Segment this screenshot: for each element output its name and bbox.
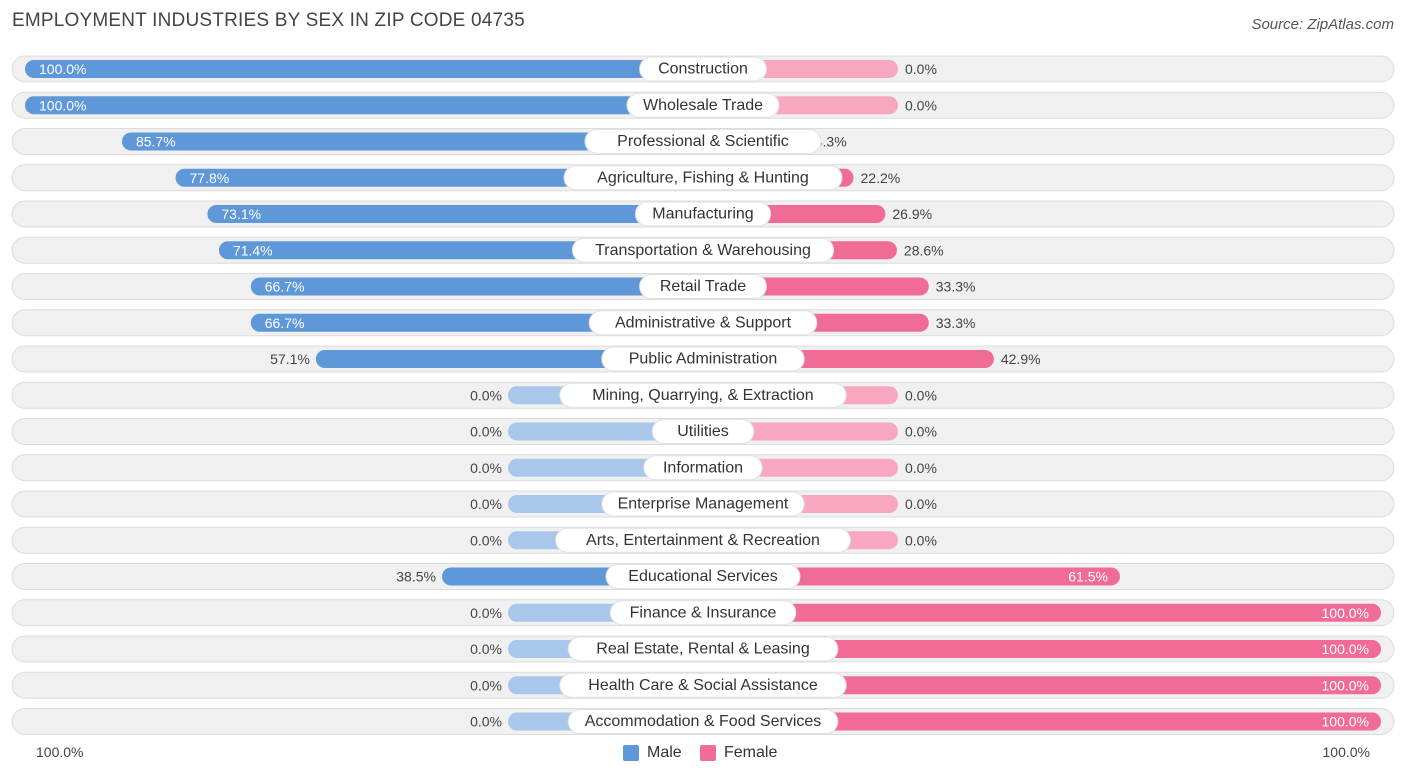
- category-label: Finance & Insurance: [630, 604, 777, 621]
- category-label: Public Administration: [629, 351, 778, 368]
- male-bar: [25, 60, 703, 78]
- category-label: Manufacturing: [652, 206, 753, 223]
- female-value-label: 0.0%: [905, 532, 937, 548]
- axis-left-label: 100.0%: [36, 744, 84, 760]
- category-label: Accommodation & Food Services: [585, 713, 822, 730]
- male-value-label: 0.0%: [470, 641, 502, 657]
- male-value-label: 66.7%: [265, 279, 305, 295]
- category-label-bg: [559, 382, 847, 408]
- category-label: Agriculture, Fishing & Hunting: [597, 169, 809, 186]
- female-bar: [703, 712, 1381, 731]
- male-bar: [250, 277, 704, 296]
- male-value-label: 71.4%: [233, 242, 273, 258]
- category-label-bg: [584, 129, 822, 154]
- female-value-label: 100.0%: [1322, 714, 1369, 730]
- male-value-label: 100.0%: [39, 61, 86, 77]
- category-label-bg: [559, 672, 847, 698]
- category-label-bg: [588, 310, 818, 336]
- male-value-label: 85.7%: [136, 134, 176, 150]
- female-bar: [703, 603, 1381, 622]
- category-label-bg: [571, 237, 835, 263]
- category-label: Utilities: [677, 423, 729, 440]
- category-label-bg: [563, 165, 843, 191]
- male-value-label: 0.0%: [470, 424, 502, 440]
- category-label-bg: [601, 346, 805, 372]
- chart-title: EMPLOYMENT INDUSTRIES BY SEX IN ZIP CODE…: [12, 10, 525, 31]
- legend-swatch-female: [700, 745, 716, 761]
- female-value-label: 61.5%: [1068, 569, 1108, 585]
- category-label-bg: [634, 201, 772, 227]
- male-bar: [25, 96, 703, 115]
- female-bar: [703, 640, 1381, 658]
- category-label: Construction: [658, 61, 748, 78]
- male-value-label: 66.7%: [265, 315, 305, 331]
- legend-label-male: Male: [647, 744, 682, 761]
- male-value-label: 73.1%: [221, 206, 261, 222]
- category-label-bg: [626, 92, 780, 118]
- category-label-bg: [639, 274, 767, 299]
- female-value-label: 0.0%: [905, 460, 937, 476]
- category-label: Arts, Entertainment & Recreation: [586, 532, 820, 549]
- female-value-label: 0.0%: [905, 387, 937, 403]
- female-value-label: 22.2%: [861, 170, 901, 186]
- legend-item-female: Female: [700, 744, 777, 762]
- category-label-bg: [555, 527, 851, 553]
- female-value-label: 33.3%: [936, 315, 976, 331]
- male-value-label: 0.0%: [470, 496, 502, 512]
- category-label-bg: [651, 419, 755, 444]
- female-value-label: 33.3%: [936, 279, 976, 295]
- male-value-label: 100.0%: [39, 97, 86, 113]
- female-value-label: 100.0%: [1322, 641, 1369, 657]
- category-label: Administrative & Support: [615, 314, 792, 331]
- male-value-label: 38.5%: [396, 569, 436, 585]
- axis-right-label: 100.0%: [1322, 744, 1370, 760]
- female-value-label: 28.6%: [904, 242, 944, 258]
- category-label: Wholesale Trade: [643, 97, 763, 114]
- female-value-label: 0.0%: [905, 97, 937, 113]
- category-label-bg: [643, 455, 763, 481]
- category-label: Real Estate, Rental & Leasing: [596, 641, 809, 658]
- chart-svg: 100.0% 0.0% Construction 100.0% 0.0% Wholesal…: [11, 55, 1395, 735]
- female-value-label: 0.0%: [905, 424, 937, 440]
- male-value-label: 0.0%: [470, 532, 502, 548]
- category-label: Transportation & Warehousing: [595, 242, 811, 259]
- category-label: Retail Trade: [660, 278, 746, 295]
- source-label: Source: ZipAtlas.com: [1251, 16, 1394, 33]
- category-label: Mining, Quarrying, & Extraction: [592, 387, 813, 404]
- female-value-label: 0.0%: [905, 496, 937, 512]
- male-value-label: 0.0%: [470, 605, 502, 621]
- female-bar: [703, 567, 1120, 586]
- male-value-label: 77.8%: [190, 170, 230, 186]
- category-label-bg: [605, 564, 801, 589]
- male-bar: [207, 205, 703, 223]
- category-label-bg: [609, 600, 797, 626]
- female-bar: [703, 676, 1381, 695]
- legend: Male Female: [0, 742, 1406, 764]
- legend-swatch-male: [623, 745, 639, 761]
- legend-item-male: Male: [623, 744, 682, 762]
- category-label: Educational Services: [628, 568, 777, 585]
- category-label-bg: [567, 709, 839, 734]
- male-value-label: 0.0%: [470, 387, 502, 403]
- male-value-label: 57.1%: [270, 351, 310, 367]
- female-value-label: 100.0%: [1322, 605, 1369, 621]
- female-value-label: 42.9%: [1001, 351, 1041, 367]
- legend-label-female: Female: [724, 744, 778, 761]
- male-value-label: 0.0%: [470, 677, 502, 693]
- male-bar: [121, 132, 704, 151]
- category-label-bg: [601, 491, 805, 517]
- female-value-label: 0.0%: [905, 61, 937, 77]
- category-label: Information: [663, 459, 743, 476]
- category-label-bg: [567, 636, 839, 662]
- male-value-label: 0.0%: [470, 460, 502, 476]
- category-label: Enterprise Management: [618, 496, 789, 513]
- female-value-label: 100.0%: [1322, 677, 1369, 693]
- male-value-label: 0.0%: [470, 714, 502, 730]
- female-value-label: 26.9%: [892, 206, 932, 222]
- category-label: Health Care & Social Assistance: [588, 677, 818, 694]
- category-label: Professional & Scientific: [617, 133, 789, 150]
- category-label-bg: [639, 56, 767, 82]
